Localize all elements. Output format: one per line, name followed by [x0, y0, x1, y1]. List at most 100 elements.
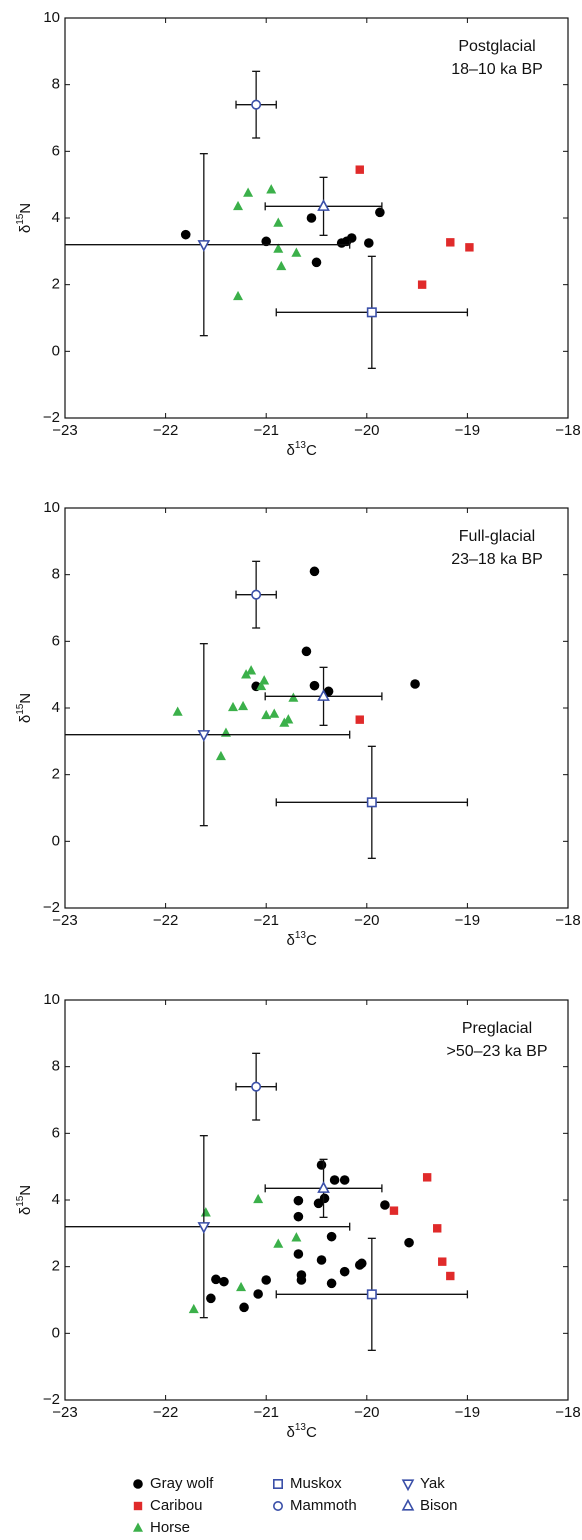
point: [293, 1195, 304, 1206]
legend-marker: [133, 1501, 143, 1511]
legend-label: Caribou: [150, 1497, 203, 1514]
point: [309, 566, 320, 577]
y-tick-label: 6: [52, 632, 60, 649]
point: [366, 797, 377, 808]
annotation: Full-glacial: [459, 528, 535, 545]
point: [261, 236, 272, 247]
point: [241, 669, 252, 679]
point: [200, 1207, 211, 1217]
x-tick-label: −19: [455, 1404, 480, 1421]
point: [288, 692, 299, 702]
plot-area: [65, 1052, 469, 1351]
point: [326, 1278, 337, 1289]
y-tick-label: 6: [52, 142, 60, 159]
point: [253, 1289, 263, 1299]
point: [417, 280, 427, 289]
point: [273, 243, 284, 253]
y-tick-label: 4: [52, 699, 60, 716]
y-tick-label: 4: [52, 209, 60, 226]
point: [273, 1238, 284, 1248]
y-axis-label: δ15N: [15, 203, 34, 233]
x-tick-label: −18: [555, 912, 580, 929]
x-axis-label-part: C: [306, 932, 317, 949]
y-axis-label-part: 15: [15, 1195, 26, 1207]
point: [380, 1200, 390, 1210]
point: [316, 1160, 327, 1170]
y-tick-label: −2: [43, 409, 60, 426]
x-tick-label: −21: [253, 912, 278, 929]
x-axis-label: δ13C: [287, 440, 317, 459]
point: [233, 290, 244, 301]
point: [296, 1275, 307, 1285]
point: [206, 1293, 216, 1304]
point: [219, 1276, 229, 1287]
x-axis-label-part: δ: [287, 1424, 295, 1441]
point: [301, 646, 312, 657]
point: [211, 1274, 221, 1285]
point: [389, 1206, 399, 1215]
point: [188, 1303, 199, 1314]
y-axis-label: δ15N: [15, 693, 34, 723]
x-tick-label: −21: [253, 1404, 278, 1421]
point: [364, 238, 374, 248]
point: [355, 715, 364, 724]
x-tick-label: −23: [52, 422, 77, 439]
point: [276, 260, 287, 271]
y-tick-label: −2: [43, 1391, 60, 1408]
point: [266, 184, 277, 194]
legend-marker: [133, 1522, 143, 1532]
point: [433, 1224, 442, 1233]
point: [259, 675, 270, 685]
point: [197, 240, 211, 252]
legend-marker: [401, 1479, 415, 1492]
legend-label: Bison: [420, 1497, 458, 1514]
x-tick-label: −20: [354, 422, 379, 439]
point: [355, 165, 364, 174]
y-axis-label-part: 15: [15, 703, 26, 715]
y-tick-label: 8: [52, 76, 60, 93]
point: [438, 1257, 447, 1266]
y-tick-label: 2: [52, 276, 60, 293]
x-axis-label-part: 13: [295, 1422, 307, 1433]
point: [261, 709, 272, 720]
x-axis-label-part: δ: [287, 442, 295, 459]
legend-label: Gray wolf: [150, 1475, 214, 1492]
y-axis-label-part: δ: [17, 715, 34, 723]
legend-marker: [272, 1479, 283, 1490]
x-tick-label: −22: [153, 1404, 178, 1421]
point: [311, 257, 322, 268]
x-tick-label: −18: [555, 422, 580, 439]
legend-label: Muskox: [290, 1475, 342, 1492]
point: [251, 99, 262, 110]
point: [410, 679, 420, 689]
y-tick-label: 4: [52, 1191, 60, 1208]
y-tick-label: 0: [52, 1324, 60, 1341]
x-tick-label: −19: [455, 912, 480, 929]
point: [291, 1232, 302, 1242]
x-tick-label: −20: [354, 1404, 379, 1421]
plot-area: [65, 70, 474, 369]
y-tick-label: 8: [52, 566, 60, 583]
point: [306, 213, 317, 223]
point: [251, 1081, 262, 1092]
point: [319, 1193, 330, 1204]
plot-area: [65, 560, 469, 859]
x-tick-label: −19: [455, 422, 480, 439]
point: [317, 199, 330, 211]
y-tick-label: 2: [52, 766, 60, 783]
y-tick-label: 8: [52, 1058, 60, 1075]
x-axis-label: δ13C: [287, 1422, 317, 1441]
x-tick-label: −22: [153, 912, 178, 929]
point: [256, 680, 267, 691]
annotation: Preglacial: [462, 1020, 532, 1037]
x-axis-label-part: C: [306, 1424, 317, 1441]
point: [316, 1255, 327, 1265]
point: [197, 1222, 211, 1234]
legend-label: Horse: [150, 1519, 190, 1536]
point: [404, 1237, 414, 1248]
y-tick-label: −2: [43, 899, 60, 916]
point: [283, 714, 294, 724]
point: [197, 730, 211, 742]
point: [233, 200, 244, 211]
